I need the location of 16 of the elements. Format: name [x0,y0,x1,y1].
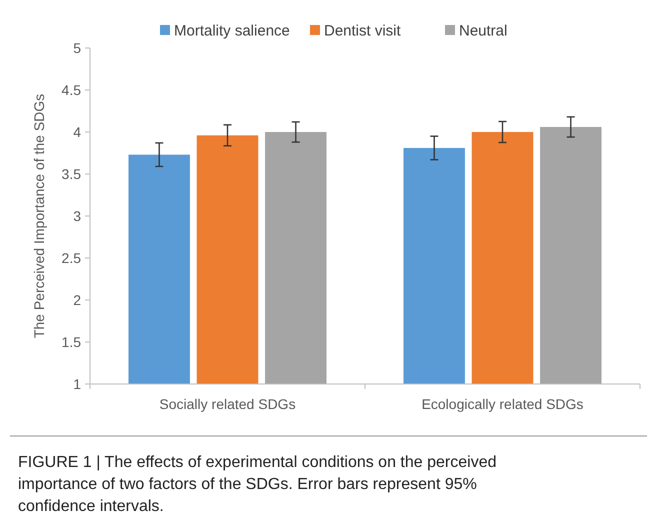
y-tick-label: 1 [73,376,82,392]
x-tick-label: Ecologically related SDGs [422,396,584,412]
y-tick-label: 3 [73,208,82,224]
legend-label: Mortality salience [174,22,290,40]
y-tick-label: 3.5 [62,166,82,182]
y-tick-label: 2 [73,292,82,308]
y-tick-label: 5 [73,40,82,56]
y-tick-label: 2.5 [62,250,82,266]
y-axis-title: The Perceived Importance of the SDGs [31,94,47,338]
legend-label: Neutral [459,22,508,40]
caption: FIGURE 1 | The effects of experimental conditions on the perceived importance of two factors of the SDGs. Error bars represent 95% confidence intervals. [18,454,496,515]
y-tick-label: 1.5 [62,334,82,350]
legend-label: Dentist visit [324,22,402,40]
y-tick-label: 4.5 [62,82,82,98]
y-tick-label: 4 [73,124,82,140]
x-tick-label: Socially related SDGs [159,396,296,412]
